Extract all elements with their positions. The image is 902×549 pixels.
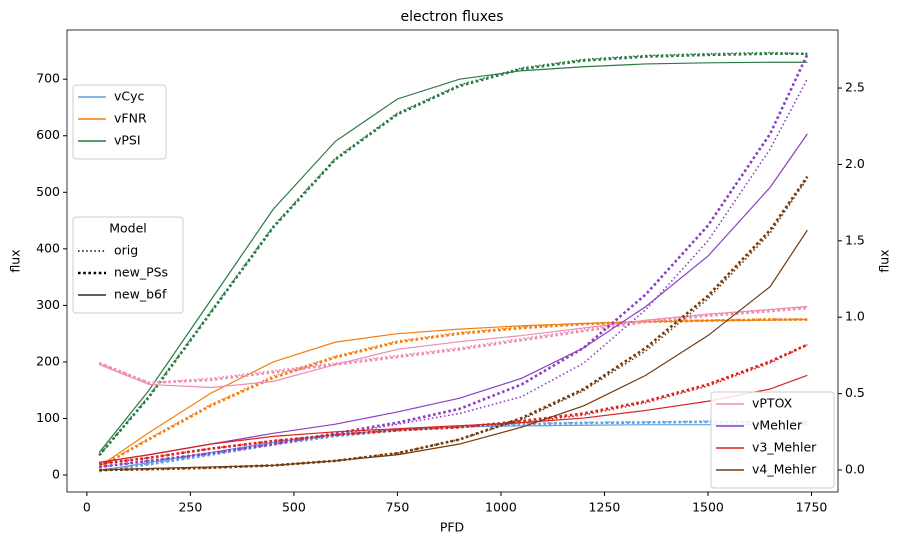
series-line: [99, 78, 809, 468]
series-line: [99, 175, 809, 472]
legend-label: new_PSs: [114, 265, 168, 280]
series-line: [99, 53, 809, 469]
legend-label: vFNR: [114, 111, 147, 126]
legend-label: v4_Mehler: [752, 462, 817, 477]
series-line: [98, 61, 808, 453]
y2-tick-label: 0.5: [845, 385, 865, 400]
y-tick-label: 100: [36, 410, 60, 425]
y2-tick-label: 2.5: [845, 80, 865, 95]
y-tick-label: 600: [36, 127, 60, 142]
legend-label: vPSI: [114, 133, 141, 148]
x-tick-label: 500: [282, 500, 306, 515]
y2-tick-label: 1.5: [845, 232, 865, 247]
series-line: [99, 305, 808, 384]
legend-title: Model: [109, 221, 147, 236]
series-line: [99, 229, 808, 471]
legend: vCyc vFNR vPSI: [72, 84, 167, 160]
legend-box: [72, 216, 184, 314]
series-line: [98, 306, 808, 385]
series-line: [99, 374, 808, 463]
legend: Model orig new_PSs new_b6f: [72, 216, 184, 314]
legend-label: v3_Mehler: [752, 440, 817, 455]
legend-label: orig: [114, 243, 138, 258]
x-tick-label: 250: [178, 500, 202, 515]
legend-label: vCyc: [114, 89, 145, 104]
series-line: [99, 177, 809, 471]
y-tick-label: 700: [36, 71, 60, 86]
series-line: [99, 343, 808, 466]
legend-label: vMehler: [752, 418, 803, 433]
chart-title: electron fluxes: [400, 9, 503, 25]
legend-box: [710, 391, 835, 489]
legend-label: vPTOX: [752, 396, 793, 411]
x-tick-label: 1250: [589, 500, 621, 515]
y-tick-label: 300: [36, 297, 60, 312]
y2-axis-label: flux: [877, 249, 892, 272]
plot-frame: [66, 29, 839, 493]
series-line: [99, 344, 808, 465]
series-line: [98, 318, 808, 468]
x-tick-label: 1000: [485, 500, 517, 515]
x-tick-label: 1750: [796, 500, 828, 515]
y2-tick-label: 2.0: [845, 156, 865, 171]
series-line: [99, 133, 808, 463]
series-line: [99, 420, 808, 472]
y-tick-label: 500: [36, 184, 60, 199]
x-tick-label: 0: [83, 500, 91, 515]
legend-label: new_b6f: [114, 287, 167, 302]
y-tick-label: 400: [36, 240, 60, 255]
y-axis-label: flux: [8, 249, 23, 272]
series-line: [99, 424, 808, 472]
series-line: [98, 51, 808, 456]
y-tick-label: 0: [52, 467, 60, 482]
y2-tick-label: 0.0: [845, 462, 865, 477]
series-line: [99, 420, 808, 473]
series-line: [99, 305, 808, 389]
x-axis-label: PFD: [440, 520, 464, 535]
y2-tick-label: 1.0: [845, 309, 865, 324]
x-tick-label: 1500: [692, 500, 724, 515]
x-tick-label: 750: [385, 500, 409, 515]
y-tick-label: 200: [36, 353, 60, 368]
legend: vPTOX vMehler v3_Mehler v4_Mehler: [710, 391, 835, 489]
series-line: [98, 52, 808, 457]
